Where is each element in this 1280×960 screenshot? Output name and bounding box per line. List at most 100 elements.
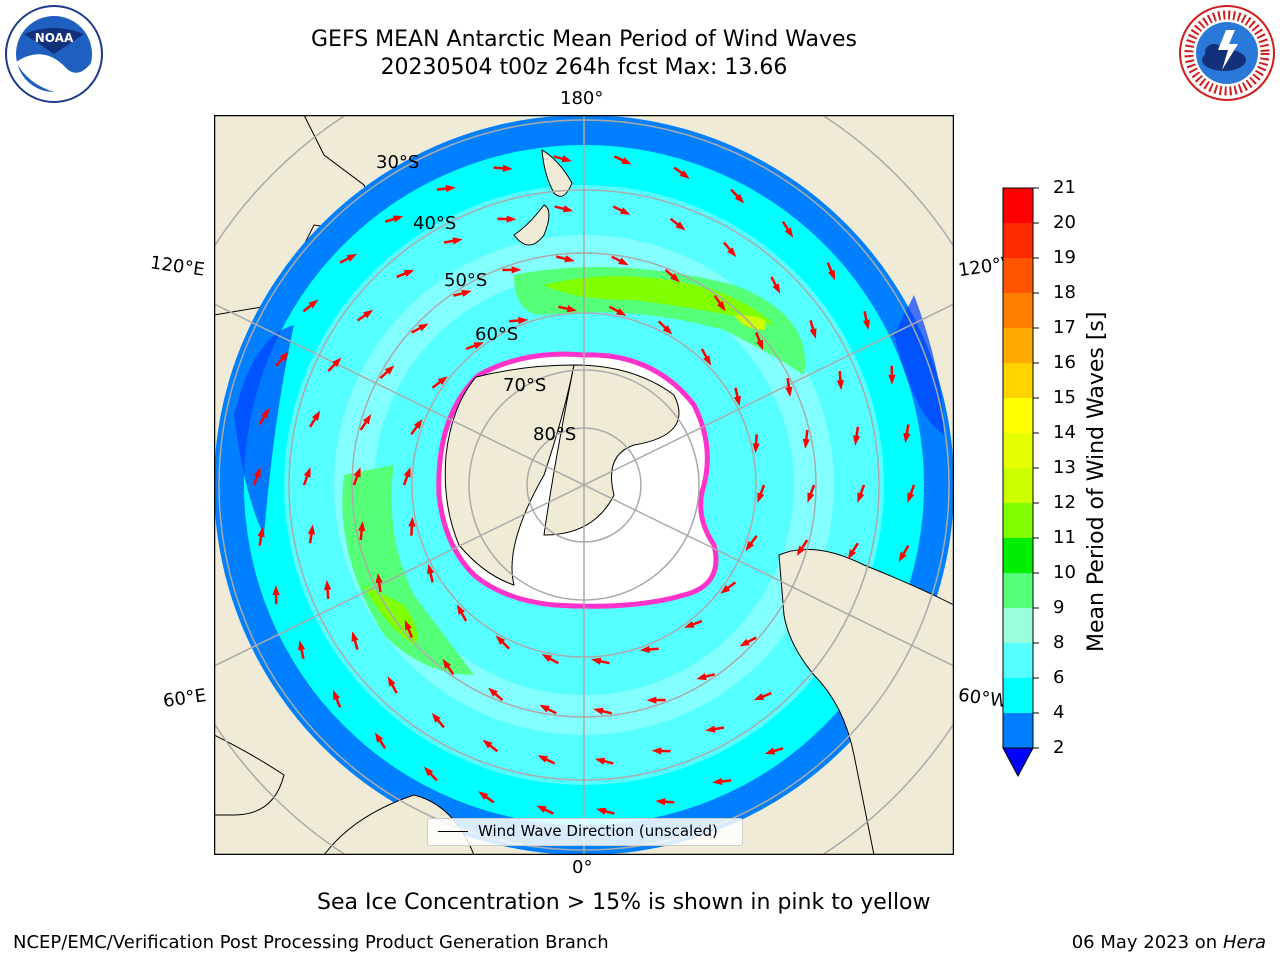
arrow-head xyxy=(387,676,396,687)
chart-title: GEFS MEAN Antarctic Mean Period of Wind … xyxy=(311,27,857,52)
arrow-head xyxy=(739,638,750,647)
arrow-head xyxy=(616,308,627,316)
colorbar-tick-label: 21 xyxy=(1053,177,1076,198)
arrow-head xyxy=(261,408,270,419)
arrow-head xyxy=(502,164,513,172)
arrow-head xyxy=(857,492,865,503)
colorbar-tick-label: 18 xyxy=(1053,282,1076,303)
colorbar-title: Mean Period of Wind Waves [s] xyxy=(1084,311,1109,652)
arrow-head xyxy=(596,807,607,815)
arrow-head xyxy=(461,289,472,297)
colorbar-tick-label: 12 xyxy=(1053,492,1076,513)
arrow-head xyxy=(561,155,572,163)
arrow-head xyxy=(594,757,606,765)
arrow-head xyxy=(566,305,577,313)
arrow-head xyxy=(621,157,632,165)
arrow-head xyxy=(488,687,498,697)
lat-label-70s: 70°S xyxy=(503,375,547,396)
arrow-head xyxy=(358,521,366,532)
colorbar-tick-label: 13 xyxy=(1053,457,1076,478)
arrow-head xyxy=(539,704,550,713)
chart-subtitle: 20230504 t00z 264h fcst Max: 13.66 xyxy=(380,55,788,80)
arrow-head xyxy=(651,747,662,755)
arrow-head xyxy=(705,725,716,733)
arrow-head xyxy=(427,563,435,575)
noaa-logo: NOAA xyxy=(4,4,104,104)
arrow-head xyxy=(257,526,265,538)
legend-label: Wind Wave Direction (unscaled) xyxy=(478,822,718,840)
arrow-head xyxy=(756,339,764,351)
arrow-head xyxy=(753,693,765,701)
new-zealand xyxy=(541,149,573,197)
arrow-head xyxy=(898,551,907,562)
nws-logo xyxy=(1178,4,1276,102)
arrow-head xyxy=(562,205,574,213)
arrow-head xyxy=(564,255,575,263)
colorbar-tick-label: 19 xyxy=(1053,247,1076,268)
colorbar-tick-label: 2 xyxy=(1053,737,1065,758)
colorbar-tick-label: 17 xyxy=(1053,317,1076,338)
footer-date: 06 May 2023 on xyxy=(1071,932,1218,953)
arrow-head xyxy=(307,524,315,535)
arrow-head xyxy=(404,619,412,631)
arrow-head xyxy=(384,365,395,375)
colorbar-extend xyxy=(1002,747,1034,778)
arrow-head xyxy=(308,299,319,309)
colorbar-tick-label: 9 xyxy=(1053,597,1065,618)
colorbar xyxy=(1000,186,1040,786)
arrow-head xyxy=(907,492,915,503)
lon-label-120e: 120°E xyxy=(148,252,206,281)
arrow-head xyxy=(437,376,448,385)
colorbar-tick-label: 16 xyxy=(1053,352,1076,373)
arrow-head xyxy=(802,438,810,449)
colorbar-band xyxy=(1003,468,1033,503)
arrow-head xyxy=(418,323,429,332)
arrow-head xyxy=(537,755,549,763)
colorbar-band xyxy=(1003,258,1033,293)
arrow-head xyxy=(445,185,456,193)
lat-label-80s: 80°S xyxy=(533,424,577,445)
arrow-head xyxy=(442,658,451,669)
arrow-head xyxy=(807,492,815,503)
arrow-head xyxy=(332,357,342,368)
arrow-head xyxy=(712,777,723,785)
arrow-head xyxy=(903,432,911,444)
arrow-head xyxy=(478,791,489,800)
graticule xyxy=(214,115,954,855)
arrow-head xyxy=(847,549,857,560)
colorbar-band xyxy=(1003,608,1033,643)
arrow-head xyxy=(413,418,423,430)
svg-text:NOAA: NOAA xyxy=(35,31,74,45)
colorbar-band xyxy=(1003,538,1033,573)
arrow-head xyxy=(351,631,359,642)
colorbar-band xyxy=(1003,223,1033,258)
arrow-head xyxy=(473,342,484,350)
arrow-head xyxy=(618,257,629,266)
colorbar-band xyxy=(1003,363,1033,398)
arrow-head xyxy=(772,283,781,294)
arrow-head xyxy=(403,467,411,478)
arrow-head xyxy=(836,380,845,391)
colorbar-band xyxy=(1003,188,1033,223)
lon-label-60e: 60°E xyxy=(161,685,208,712)
lat-label-50s: 50°S xyxy=(444,270,488,291)
colorbar-tick-label: 8 xyxy=(1053,632,1065,653)
colorbar-band xyxy=(1003,328,1033,363)
legend-line-icon xyxy=(438,831,468,832)
arrow-head xyxy=(757,492,765,503)
green-band-west xyxy=(342,465,474,675)
arrow-head xyxy=(253,467,261,478)
lon-label-0: 0° xyxy=(572,857,593,878)
arrow-head xyxy=(684,620,695,628)
arrow-head xyxy=(862,319,870,330)
arrow-head xyxy=(375,573,383,584)
colorbar-band xyxy=(1003,678,1033,713)
arrow-head xyxy=(828,269,836,281)
arrow-head xyxy=(332,689,340,701)
arrow-head xyxy=(784,227,794,238)
colorbar-tick-label: 20 xyxy=(1053,212,1076,233)
colorbar-band xyxy=(1003,713,1033,748)
arrow-head xyxy=(518,316,529,325)
arrow-head xyxy=(593,707,604,715)
arrow-head xyxy=(675,221,686,231)
